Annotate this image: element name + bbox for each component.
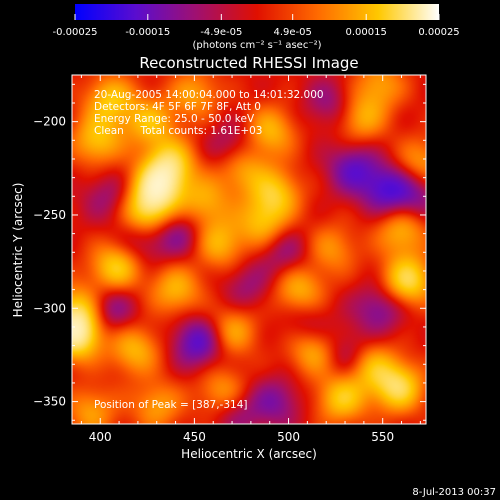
annotation-energy: Energy Range: 25.0 - 50.0 keV: [94, 113, 255, 125]
colorbar: [75, 4, 439, 20]
colorbar-tick-label: 0.00025: [418, 27, 459, 38]
y-axis-title: Heliocentric Y (arcsec): [11, 183, 25, 318]
x-tick-label: 400: [89, 430, 112, 444]
y-tick-label: −250: [33, 208, 66, 222]
colorbar-ticks: -0.00025 -0.00015 -4.9e-05 4.9e-05 0.00015 0.…: [53, 14, 460, 38]
x-axis-title: Heliocentric X (arcsec): [181, 447, 317, 461]
colorbar-tick-label: -0.00015: [125, 27, 170, 38]
y-tick-label: −200: [33, 115, 66, 129]
colorbar-tick-label: 4.9e-05: [273, 27, 311, 38]
heatmap-area: [72, 75, 426, 424]
x-tick-label: 450: [183, 430, 206, 444]
footer-date: 8-Jul-2013 00:37: [412, 487, 496, 498]
x-tick-label: 550: [371, 430, 394, 444]
colorbar-tick-label: -4.9e-05: [200, 27, 242, 38]
chart-title: Reconstructed RHESSI Image: [139, 54, 358, 72]
y-tick-label: −300: [33, 301, 66, 315]
annotation-time: 20-Aug-2005 14:00:04.000 to 14:01:32.000: [94, 89, 324, 101]
colorbar-tick-label: -0.00025: [53, 27, 98, 38]
annotation-counts: Clean Total counts: 1.61E+03: [94, 125, 263, 137]
y-tick-label: −350: [33, 395, 66, 409]
peak-label: Position of Peak = [387,-314]: [94, 399, 248, 411]
colorbar-tick-label: 0.00015: [346, 27, 387, 38]
axes: 400 450 500 550 −200 −250 −300 −350: [33, 75, 426, 444]
plot-frame: [71, 74, 427, 425]
annotation-detectors: Detectors: 4F 5F 6F 7F 8F, Att 0: [94, 101, 261, 113]
colorbar-units: (photons cm⁻² s⁻¹ asec⁻²): [192, 40, 321, 51]
x-tick-label: 500: [277, 430, 300, 444]
